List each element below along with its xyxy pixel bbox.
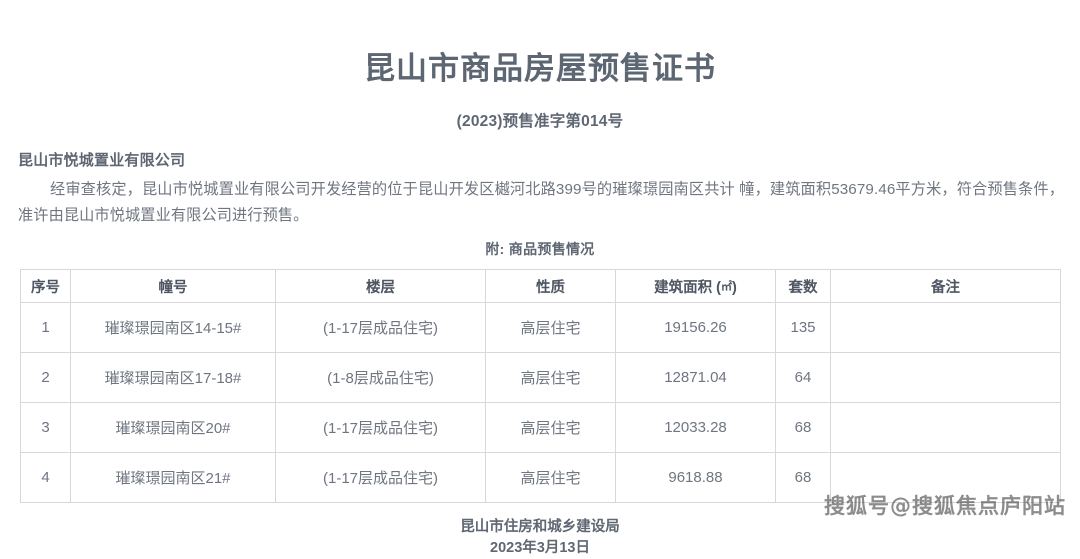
cell-building: 璀璨璟园南区21# — [70, 452, 276, 504]
cell-units: 135 — [775, 302, 831, 354]
cell-note — [830, 302, 1061, 354]
cell-nature: 高层住宅 — [485, 352, 616, 404]
table-row: 2 璀璨璟园南区17-18# (1-8层成品住宅) 高层住宅 12871.04 … — [20, 352, 1061, 404]
cell-floor: (1-8层成品住宅) — [275, 352, 486, 404]
column-header-nature: 性质 — [485, 269, 616, 304]
cell-index: 2 — [20, 352, 71, 404]
page-title: 昆山市商品房屋预售证书 — [364, 50, 716, 86]
table-header-row: 序号 幢号 楼层 性质 建筑面积 (㎡) 套数 备注 — [20, 269, 1061, 304]
column-header-index: 序号 — [20, 269, 71, 304]
cell-nature: 高层住宅 — [485, 402, 616, 454]
cell-units: 68 — [775, 452, 831, 504]
table-header: 序号 幢号 楼层 性质 建筑面积 (㎡) 套数 备注 — [20, 269, 1061, 304]
certificate-number: (2023)预售准字第014号 — [456, 113, 624, 131]
cell-building: 璀璨璟园南区17-18# — [70, 352, 276, 404]
cell-nature: 高层住宅 — [485, 452, 616, 504]
attachment-label: 附: 商品预售情况 — [485, 241, 595, 258]
table-row: 3 璀璨璟园南区20# (1-17层成品住宅) 高层住宅 12033.28 68 — [20, 402, 1061, 454]
footer-block: 昆山市住房和城乡建设局 2023年3月13日 — [0, 517, 1080, 559]
cell-note — [830, 352, 1061, 404]
cell-index: 3 — [20, 402, 71, 454]
cell-area: 12033.28 — [615, 402, 776, 454]
cell-index: 4 — [20, 452, 71, 504]
cell-area: 9618.88 — [615, 452, 776, 504]
cell-building: 璀璨璟园南区14-15# — [70, 302, 276, 354]
document-page: 昆山市商品房屋预售证书 (2023)预售准字第014号 昆山市悦城置业有限公司 … — [0, 21, 1080, 557]
column-header-area-paren: ) — [732, 279, 737, 296]
presale-table: 序号 幢号 楼层 性质 建筑面积 (㎡) 套数 备注 1 璀璨璟园南区14-15… — [20, 269, 1061, 504]
body-paragraph: 经审查核定，昆山市悦城置业有限公司开发经营的位于昆山开发区樾河北路399号的璀璨… — [18, 181, 1064, 225]
watermark-text: 搜狐号@搜狐焦点庐阳站 — [824, 493, 1066, 518]
table-body: 1 璀璨璟园南区14-15# (1-17层成品住宅) 高层住宅 19156.26… — [20, 302, 1061, 504]
cell-floor: (1-17层成品住宅) — [275, 302, 486, 354]
cell-area: 12871.04 — [615, 352, 776, 404]
table-row: 1 璀璨璟园南区14-15# (1-17层成品住宅) 高层住宅 19156.26… — [20, 302, 1061, 354]
issue-date: 2023年3月13日 — [490, 540, 590, 557]
cell-units: 68 — [775, 402, 831, 454]
column-header-note: 备注 — [830, 269, 1061, 304]
cell-index: 1 — [20, 302, 71, 354]
column-header-area-text: 建筑面积 ( — [654, 279, 721, 296]
cell-floor: (1-17层成品住宅) — [275, 452, 486, 504]
cell-area: 19156.26 — [615, 302, 776, 354]
cell-note — [830, 402, 1061, 454]
cell-note — [830, 452, 1061, 504]
column-header-area: 建筑面积 (㎡) — [615, 269, 776, 304]
issuing-authority: 昆山市住房和城乡建设局 — [460, 519, 620, 536]
presale-table-container: 序号 幢号 楼层 性质 建筑面积 (㎡) 套数 备注 1 璀璨璟园南区14-15… — [20, 269, 1061, 504]
cell-units: 64 — [775, 352, 831, 404]
cell-floor: (1-17层成品住宅) — [275, 402, 486, 454]
table-row: 4 璀璨璟园南区21# (1-17层成品住宅) 高层住宅 9618.88 68 — [20, 452, 1061, 504]
company-name: 昆山市悦城置业有限公司 — [18, 152, 186, 170]
column-header-floor: 楼层 — [275, 269, 486, 304]
cell-building: 璀璨璟园南区20# — [70, 402, 276, 454]
cell-nature: 高层住宅 — [485, 302, 616, 354]
column-header-building: 幢号 — [70, 269, 276, 304]
column-header-units: 套数 — [775, 269, 831, 304]
square-meter-unit: ㎡ — [721, 280, 732, 293]
